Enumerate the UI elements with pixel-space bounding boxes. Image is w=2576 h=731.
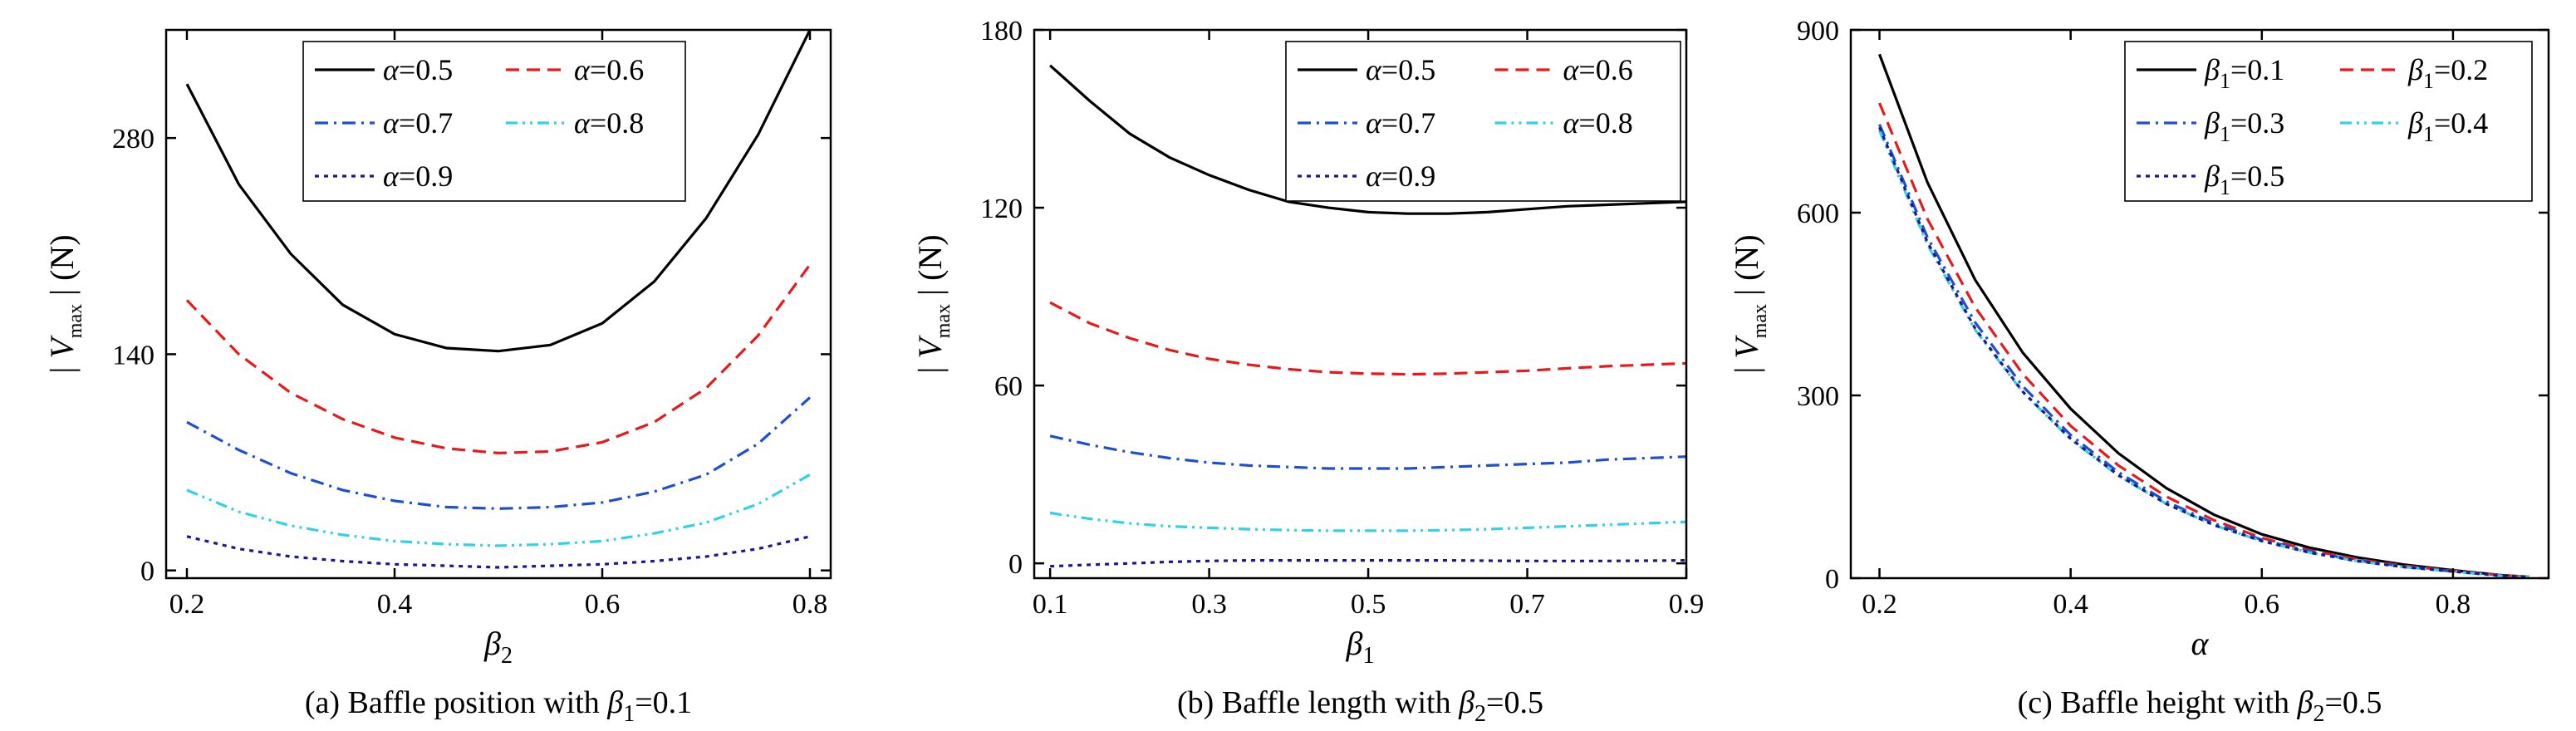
series-line-2 — [185, 263, 812, 455]
x-tick-label: 0.4 — [377, 589, 413, 620]
x-axis-label: α — [2191, 625, 2210, 662]
y-axis-label: | Vmax | (N) — [43, 234, 86, 373]
x-tick-label: 0.5 — [1351, 589, 1386, 620]
series-line-4 — [1049, 511, 1686, 532]
series-line-3 — [1049, 434, 1686, 470]
legend-label: α=0.5 — [1366, 53, 1435, 86]
panel-caption: (a) Baffle position with β1=0.1 — [305, 685, 692, 727]
x-tick-label: 0.2 — [169, 589, 205, 620]
legend-label: α=0.8 — [1563, 106, 1633, 140]
legend-box — [2124, 41, 2533, 202]
legend-label: β1=0.1 — [2204, 53, 2284, 93]
x-tick-label: 0.1 — [1033, 589, 1068, 620]
legend: α=0.5 α=0.6 α=0.7 α=0.8 α=0.9 — [302, 41, 686, 202]
series-line-3 — [186, 396, 812, 510]
series-group — [1049, 64, 1686, 568]
y-tick-label: 0 — [1008, 549, 1023, 580]
x-tick-label: 0.6 — [2245, 589, 2280, 620]
y-tick-label: 0 — [140, 557, 155, 587]
series-line-5 — [1050, 559, 1686, 568]
y-tick-label: 280 — [112, 124, 155, 155]
chart-panel-3: 0.2 0.4 0.6 0.8 0 300 600 900 α | Vmax | (N) (c) B… — [1728, 16, 2550, 727]
legend: β1=0.1 β1=0.2 β1=0.3 β1=0.4 β1=0.5 — [2124, 41, 2533, 202]
plot-frame — [1033, 28, 1688, 580]
x-tick-label: 0.9 — [1669, 589, 1705, 620]
x-tick-label: 0.8 — [2436, 589, 2471, 620]
legend-label: α=0.6 — [574, 53, 644, 86]
legend-label: α=0.7 — [1366, 106, 1435, 140]
y-tick-label: 0 — [1825, 564, 1839, 595]
x-tick-label: 0.6 — [585, 589, 621, 620]
legend-label: β1=0.2 — [2407, 53, 2488, 93]
x-tick-label: 0.4 — [2053, 589, 2088, 620]
y-tick-label: 180 — [980, 16, 1023, 47]
series-line-4 — [1878, 130, 2530, 578]
legend-label: α=0.6 — [1563, 53, 1633, 86]
legend-label: β1=0.3 — [2204, 106, 2284, 146]
plot-frame — [164, 28, 832, 580]
series-group — [1878, 53, 2530, 578]
x-tick-label: 0.3 — [1191, 589, 1227, 620]
y-tick-label: 300 — [1797, 381, 1839, 412]
series-line-2 — [1049, 301, 1686, 376]
plot-frame — [1849, 28, 2550, 580]
x-axis-label: β1 — [1346, 625, 1375, 669]
series-line-4 — [186, 473, 811, 547]
chart-panel-2: 0.1 0.3 0.5 0.7 0.9 0 60 120 180 β1 | Vmax | (N) (b… — [911, 16, 1704, 727]
series-line-1 — [1049, 64, 1686, 215]
panel-caption: (c) Baffle height with β2=0.5 — [2018, 685, 2382, 727]
legend-label: α=0.9 — [1366, 159, 1435, 193]
x-tick-label: 0.7 — [1509, 589, 1545, 620]
series-group — [185, 30, 812, 569]
x-axis-label: β2 — [483, 625, 513, 669]
y-axis-label: | Vmax | (N) — [911, 234, 954, 373]
y-axis-label: | Vmax | (N) — [1728, 234, 1771, 373]
series-line-5 — [1878, 126, 2530, 578]
y-tick-label: 120 — [980, 194, 1023, 224]
legend-label: α=0.9 — [383, 159, 453, 193]
panel-caption: (b) Baffle length with β2=0.5 — [1177, 685, 1543, 727]
y-tick-label: 900 — [1797, 16, 1839, 47]
x-tick-label: 0.8 — [792, 589, 828, 620]
x-tick-label: 0.2 — [1862, 589, 1897, 620]
legend-label: α=0.5 — [383, 53, 453, 86]
legend-label: α=0.7 — [383, 106, 453, 140]
series-line-1 — [185, 30, 812, 353]
legend-box — [1285, 41, 1681, 202]
chart-panel-1: 0.2 0.4 0.6 0.8 0 140 280 β2 | Vmax | (N) (a) Baf… — [43, 28, 832, 727]
series-line-3 — [1878, 124, 2530, 578]
y-tick-label: 140 — [112, 340, 155, 370]
y-tick-label: 60 — [994, 371, 1023, 402]
legend-label: β1=0.4 — [2407, 106, 2488, 146]
y-tick-label: 600 — [1797, 199, 1839, 229]
legend: α=0.5 α=0.6 α=0.7 α=0.8 α=0.9 — [1285, 41, 1681, 202]
legend-label: β1=0.5 — [2204, 159, 2284, 199]
legend-label: α=0.8 — [574, 106, 644, 140]
series-line-5 — [186, 535, 811, 569]
legend-box — [302, 41, 686, 202]
